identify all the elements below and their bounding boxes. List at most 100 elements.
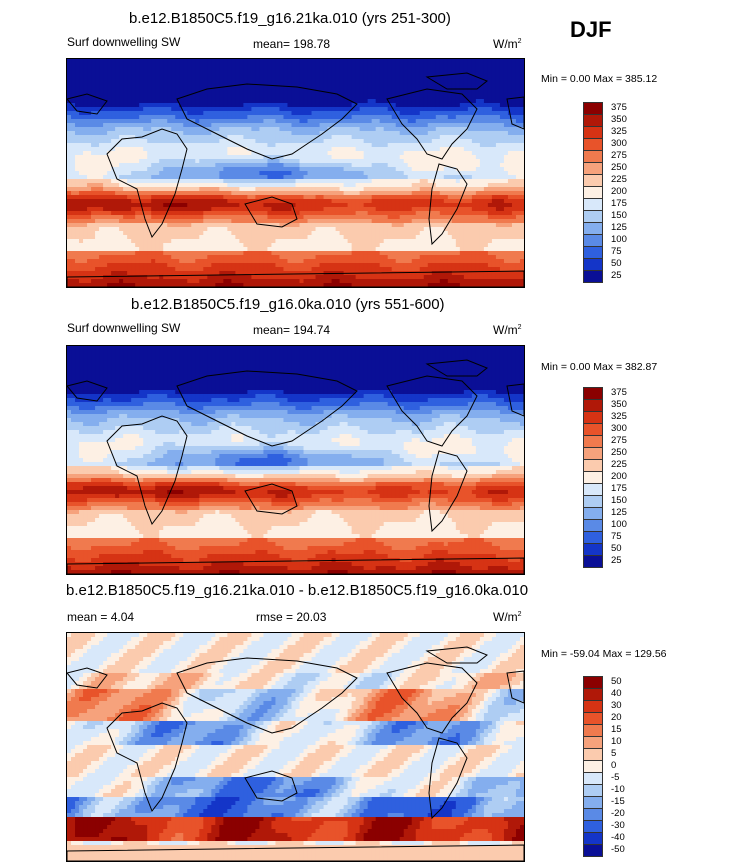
field-cell [519, 215, 524, 220]
field-cell [79, 175, 84, 180]
field-cell [247, 135, 252, 140]
field-cell [251, 111, 257, 116]
field-cell [175, 67, 180, 72]
field-cell [451, 75, 457, 80]
field-cell [495, 67, 501, 72]
field-cell [279, 171, 285, 176]
field-cell [487, 87, 493, 92]
field-cell [435, 147, 441, 152]
field-cell [151, 63, 156, 68]
field-cell [379, 123, 385, 128]
field-cell [167, 199, 172, 204]
field-cell [115, 123, 120, 128]
field-cell [67, 87, 72, 92]
field-cell [291, 223, 297, 228]
field-cell [315, 191, 321, 196]
field-cell [259, 115, 265, 120]
field-cell [487, 175, 493, 180]
field-cell [107, 227, 112, 232]
field-cell [435, 159, 441, 164]
field-cell [95, 187, 100, 192]
field-cell [171, 163, 176, 168]
field-cell [491, 143, 497, 148]
field-cell [67, 155, 72, 160]
field-cell [387, 207, 393, 212]
field-cell [319, 179, 325, 184]
field-cell [99, 159, 104, 164]
field-cell [287, 99, 293, 104]
field-cell [327, 87, 333, 92]
field-cell [103, 143, 108, 148]
field-cell [335, 115, 341, 120]
field-cell [375, 103, 381, 108]
field-cell [151, 75, 156, 80]
field-cell [143, 147, 148, 152]
field-cell [347, 87, 353, 92]
field-cell [223, 59, 228, 64]
field-cell [127, 67, 132, 72]
field-cell [335, 71, 341, 76]
field-cell [467, 143, 473, 148]
field-cell [91, 155, 96, 160]
field-cell [383, 143, 389, 148]
field-cell [295, 223, 301, 228]
field-cell [243, 155, 248, 160]
field-cell [227, 151, 232, 156]
field-cell [143, 227, 148, 232]
field-cell [179, 107, 184, 112]
field-cell [191, 63, 196, 68]
field-cell [279, 143, 285, 148]
field-cell [95, 91, 100, 96]
field-cell [215, 95, 220, 100]
field-cell [191, 155, 196, 160]
field-cell [207, 215, 212, 220]
field-cell [479, 135, 485, 140]
field-cell [295, 203, 301, 208]
field-cell [91, 187, 96, 192]
field-cell [235, 123, 240, 128]
field-cell [223, 139, 228, 144]
field-cell [511, 111, 517, 116]
field-cell [499, 95, 505, 100]
field-cell [359, 115, 365, 120]
field-cell [323, 107, 329, 112]
field-cell [227, 219, 232, 224]
field-cell [131, 223, 136, 228]
field-cell [143, 139, 148, 144]
field-cell [503, 79, 509, 84]
field-cell [155, 215, 160, 220]
field-cell [367, 127, 373, 132]
field-cell [111, 67, 116, 72]
field-cell [259, 99, 265, 104]
field-cell [487, 119, 493, 124]
field-cell [519, 223, 524, 228]
field-cell [163, 187, 168, 192]
field-cell [411, 223, 417, 228]
field-cell [163, 207, 168, 212]
field-cell [171, 111, 176, 116]
field-cell [147, 159, 152, 164]
field-cell [191, 195, 196, 200]
field-cell [331, 63, 337, 68]
field-cell [99, 183, 104, 188]
field-cell [483, 147, 489, 152]
field-cell [263, 231, 269, 236]
field-cell [395, 227, 401, 232]
field-cell [311, 227, 317, 232]
field-cell [379, 87, 385, 92]
field-cell [119, 211, 124, 216]
field-cell [203, 203, 208, 208]
field-cell [359, 223, 365, 228]
field-cell [259, 95, 265, 100]
field-cell [275, 91, 281, 96]
field-cell [111, 87, 116, 92]
field-cell [463, 75, 469, 80]
field-cell [271, 159, 277, 164]
field-cell [307, 123, 313, 128]
field-cell [339, 127, 345, 132]
field-cell [347, 95, 353, 100]
field-cell [351, 119, 357, 124]
field-cell [195, 135, 200, 140]
field-cell [231, 91, 236, 96]
field-cell [191, 111, 196, 116]
